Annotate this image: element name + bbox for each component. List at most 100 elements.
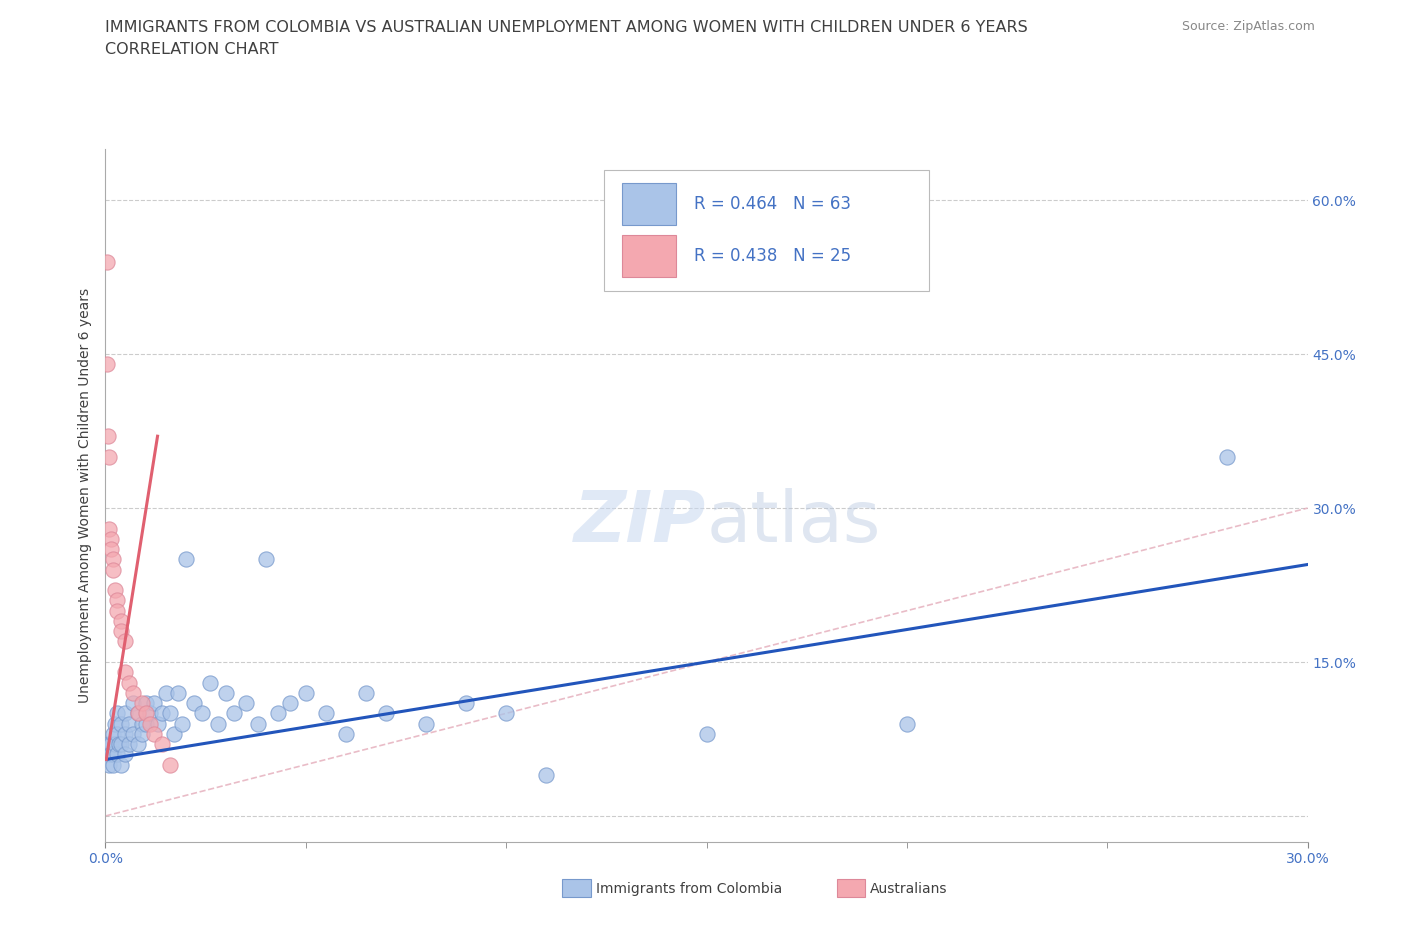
Text: Immigrants from Colombia: Immigrants from Colombia: [596, 882, 782, 897]
Point: [103, 757, 125, 772]
Point: [122, 685, 145, 700]
Point: [150, 706, 173, 721]
Point: [98, 521, 121, 536]
Bar: [623, 183, 676, 225]
Point: [142, 726, 165, 741]
Point: [114, 747, 136, 762]
Point: [155, 685, 177, 700]
Point: [315, 706, 337, 721]
Point: [222, 706, 245, 721]
Point: [534, 767, 557, 782]
Point: [98, 757, 121, 772]
Point: [110, 737, 132, 751]
Point: [98, 449, 121, 464]
Point: [142, 696, 165, 711]
Point: [696, 726, 718, 741]
Point: [122, 696, 145, 711]
Point: [159, 706, 181, 721]
Point: [127, 737, 149, 751]
Text: Australians: Australians: [870, 882, 948, 897]
Point: [107, 593, 129, 608]
Text: Source: ZipAtlas.com: Source: ZipAtlas.com: [1181, 20, 1315, 33]
Point: [107, 604, 129, 618]
Point: [166, 685, 188, 700]
Text: atlas: atlas: [707, 488, 882, 557]
Point: [100, 747, 122, 762]
Point: [374, 706, 398, 721]
Text: R = 0.438   N = 25: R = 0.438 N = 25: [695, 247, 852, 265]
Point: [207, 716, 229, 731]
Point: [110, 624, 132, 639]
Point: [295, 685, 318, 700]
Y-axis label: Unemployment Among Women with Children Under 6 years: Unemployment Among Women with Children U…: [79, 287, 93, 703]
Point: [278, 696, 301, 711]
Point: [335, 726, 357, 741]
FancyBboxPatch shape: [605, 169, 929, 291]
Text: IMMIGRANTS FROM COLOMBIA VS AUSTRALIAN UNEMPLOYMENT AMONG WOMEN WITH CHILDREN UN: IMMIGRANTS FROM COLOMBIA VS AUSTRALIAN U…: [105, 20, 1028, 35]
Point: [183, 696, 205, 711]
Text: CORRELATION CHART: CORRELATION CHART: [105, 42, 278, 57]
Point: [100, 531, 122, 546]
Point: [214, 685, 236, 700]
Point: [96, 747, 118, 762]
Point: [114, 706, 136, 721]
Point: [114, 665, 136, 680]
Point: [896, 716, 918, 731]
Point: [454, 696, 477, 711]
Point: [174, 551, 197, 566]
Point: [127, 706, 149, 721]
Point: [170, 716, 193, 731]
Point: [235, 696, 257, 711]
Bar: [623, 235, 676, 277]
Point: [114, 726, 136, 741]
Point: [135, 706, 157, 721]
Point: [415, 716, 437, 731]
Point: [110, 757, 132, 772]
Point: [107, 747, 129, 762]
Point: [254, 551, 277, 566]
Point: [146, 716, 169, 731]
Point: [104, 737, 127, 751]
Point: [110, 716, 132, 731]
Point: [127, 706, 149, 721]
Point: [118, 716, 141, 731]
Text: R = 0.464   N = 63: R = 0.464 N = 63: [695, 195, 852, 213]
Point: [138, 706, 160, 721]
Point: [114, 634, 136, 649]
Point: [107, 706, 129, 721]
Point: [135, 716, 157, 731]
Point: [104, 583, 127, 598]
Point: [150, 737, 173, 751]
Point: [354, 685, 377, 700]
Point: [495, 706, 517, 721]
Point: [110, 614, 132, 629]
Point: [103, 551, 125, 566]
Point: [131, 716, 153, 731]
Point: [104, 716, 127, 731]
Point: [96, 357, 118, 372]
Point: [122, 726, 145, 741]
Point: [159, 757, 181, 772]
Point: [198, 675, 221, 690]
Point: [135, 696, 157, 711]
Point: [246, 716, 269, 731]
Point: [107, 726, 129, 741]
Point: [267, 706, 290, 721]
Point: [96, 254, 118, 269]
Point: [103, 747, 125, 762]
Point: [1216, 449, 1239, 464]
Point: [108, 737, 131, 751]
Point: [131, 726, 153, 741]
Point: [131, 696, 153, 711]
Point: [190, 706, 212, 721]
Point: [97, 429, 120, 444]
Point: [103, 563, 125, 578]
Point: [118, 737, 141, 751]
Point: [162, 726, 184, 741]
Point: [138, 716, 160, 731]
Point: [98, 737, 121, 751]
Point: [100, 737, 122, 751]
Point: [103, 726, 125, 741]
Point: [118, 675, 141, 690]
Text: ZIP: ZIP: [574, 488, 707, 557]
